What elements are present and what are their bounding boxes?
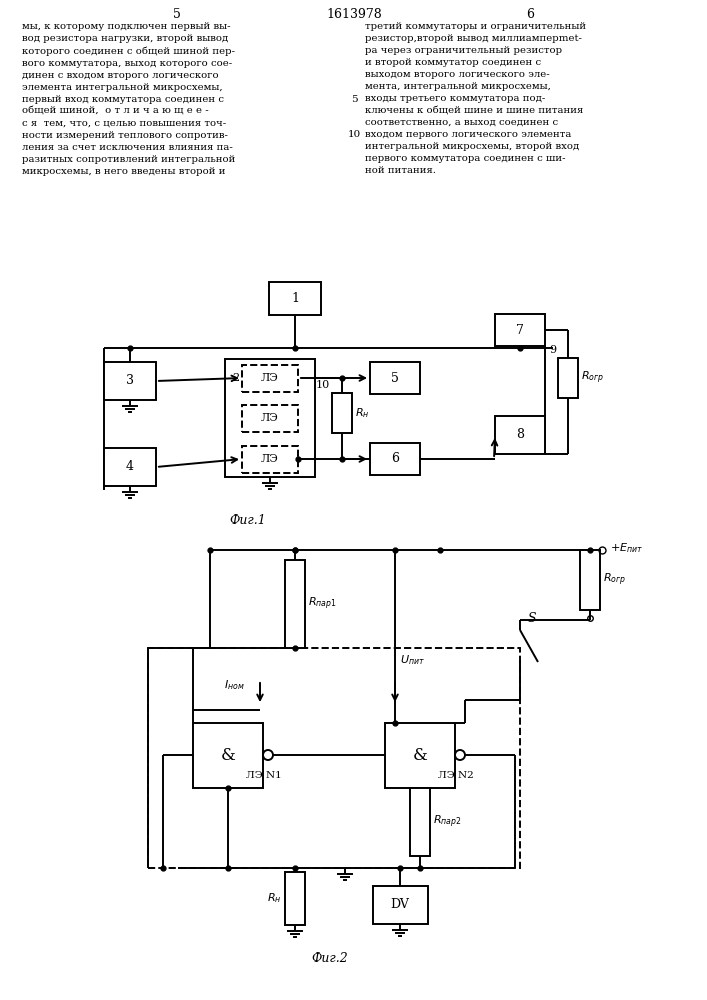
Text: S: S [528,611,537,624]
Text: $R_{огр}$: $R_{огр}$ [603,572,626,588]
Bar [242,364,298,391]
Bar [332,393,352,433]
Bar [242,446,298,473]
Bar [370,362,420,394]
Text: мы, к которому подключен первый вы-
вод резистора нагрузки, второй вывод
которог: мы, к которому подключен первый вы- вод … [22,22,235,176]
Circle shape [263,750,273,760]
Bar [269,282,321,314]
Text: ЛЭ: ЛЭ [261,454,279,464]
Bar [193,722,263,788]
Bar [410,788,430,856]
Text: 5: 5 [173,8,181,21]
Bar [242,404,298,432]
Text: $R_{пар1}$: $R_{пар1}$ [308,596,337,612]
Text: DV: DV [390,898,409,912]
Bar [495,416,545,454]
Text: третий коммутаторы и ограничительный
резистор,второй вывод миллиамперmet-
ра чер: третий коммутаторы и ограничительный рез… [365,22,586,175]
Bar [148,648,520,868]
Text: 10: 10 [347,130,361,139]
Bar [285,560,305,648]
Bar [285,872,305,925]
Text: ЛЭ: ЛЭ [261,373,279,383]
Text: $R_н$: $R_н$ [355,406,370,420]
Bar [558,358,578,398]
Text: 1613978: 1613978 [326,8,382,21]
Text: $U_{пит}$: $U_{пит}$ [400,653,425,667]
Text: $R_н$: $R_н$ [267,892,282,905]
Text: 3: 3 [126,374,134,387]
Text: 10: 10 [316,380,330,390]
Text: 2: 2 [232,373,239,383]
Bar [495,314,545,346]
Text: ЛЭ: ЛЭ [261,413,279,423]
Text: $R_{пар2}$: $R_{пар2}$ [433,814,462,830]
Text: 1: 1 [291,292,299,304]
Text: 4: 4 [126,460,134,474]
Text: 6: 6 [391,452,399,466]
Bar [373,886,428,924]
Text: 7: 7 [516,324,524,336]
Text: ЛЭ N1: ЛЭ N1 [246,770,282,780]
Bar [225,359,315,477]
Text: 8: 8 [516,428,524,442]
Bar [104,448,156,486]
Bar [385,722,455,788]
Text: Фиг.1: Фиг.1 [230,514,267,527]
Circle shape [455,750,465,760]
Text: Фиг.2: Фиг.2 [312,952,349,965]
Bar [104,362,156,400]
Text: $I_{ном}$: $I_{ном}$ [224,678,245,692]
Bar [580,550,600,610]
Text: 9: 9 [549,345,556,355]
Bar [370,443,420,475]
Text: 6: 6 [526,8,534,21]
Text: ЛЭ N2: ЛЭ N2 [438,770,474,780]
Text: &: & [221,746,235,764]
Text: 5: 5 [351,95,357,104]
Text: $R_{огр}$: $R_{огр}$ [581,370,604,386]
Text: 5: 5 [391,371,399,384]
Text: +$E_{пит}$: +$E_{пит}$ [610,541,643,555]
Text: &: & [413,746,428,764]
